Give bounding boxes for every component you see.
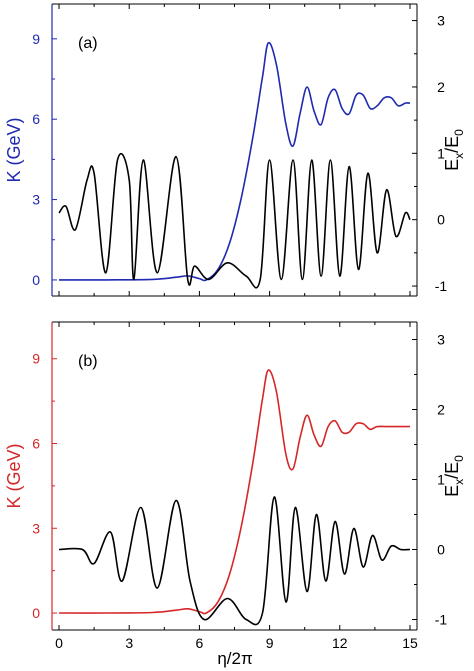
left-axis-label: K (GeV) bbox=[4, 443, 24, 508]
right-axis-label-part: /E bbox=[442, 462, 462, 479]
left-y-tick-label: 0 bbox=[32, 272, 40, 288]
right-y-tick-label: 0 bbox=[437, 542, 445, 558]
x-tick-label: 15 bbox=[402, 635, 418, 651]
field-Ex-line bbox=[58, 496, 411, 626]
x-tick-label: 3 bbox=[125, 635, 133, 651]
right-y-tick-label: 1 bbox=[437, 145, 445, 161]
energy-K-line bbox=[58, 41, 411, 282]
panel-label: (a) bbox=[78, 35, 98, 52]
left-y-tick-label: 9 bbox=[32, 351, 40, 367]
right-y-tick-label: 0 bbox=[437, 212, 445, 228]
right-y-tick-label: -1 bbox=[435, 278, 448, 294]
right-axis-label-part: /E bbox=[442, 136, 462, 153]
right-axis-label-subscript: x bbox=[452, 153, 466, 159]
right-y-tick-label: 2 bbox=[437, 79, 445, 95]
left-axis-label: K (GeV) bbox=[4, 117, 24, 182]
right-axis-label: Ex/E0 bbox=[442, 455, 466, 497]
right-axis-label-part: E bbox=[442, 485, 462, 497]
right-axis-label-subscript: 0 bbox=[452, 129, 466, 136]
right-y-tick-label: 1 bbox=[437, 472, 445, 488]
right-y-tick-label: 3 bbox=[437, 13, 445, 29]
right-y-tick-label: 3 bbox=[437, 332, 445, 348]
right-axis-label-subscript: 0 bbox=[452, 455, 466, 462]
left-y-tick-label: 6 bbox=[32, 111, 40, 127]
right-y-tick-label: 2 bbox=[437, 402, 445, 418]
left-y-tick-label: 6 bbox=[32, 436, 40, 452]
x-tick-label: 0 bbox=[55, 635, 63, 651]
right-axis-label-subscript: x bbox=[452, 479, 466, 485]
left-y-tick-label: 3 bbox=[32, 192, 40, 208]
x-axis-label: η/2π bbox=[217, 649, 252, 668]
left-y-tick-label: 9 bbox=[32, 31, 40, 47]
x-tick-label: 12 bbox=[332, 635, 348, 651]
energy-K-line bbox=[58, 369, 410, 615]
right-y-tick-label: -1 bbox=[435, 612, 448, 628]
field-Ex-line bbox=[58, 152, 411, 289]
right-axis-label: Ex/E0 bbox=[442, 129, 466, 171]
panel-label: (b) bbox=[78, 353, 98, 370]
left-y-tick-label: 3 bbox=[32, 520, 40, 536]
x-tick-label: 9 bbox=[266, 635, 274, 651]
x-tick-label: 6 bbox=[196, 635, 204, 651]
left-y-tick-label: 0 bbox=[32, 605, 40, 621]
right-axis-label-part: E bbox=[442, 159, 462, 171]
